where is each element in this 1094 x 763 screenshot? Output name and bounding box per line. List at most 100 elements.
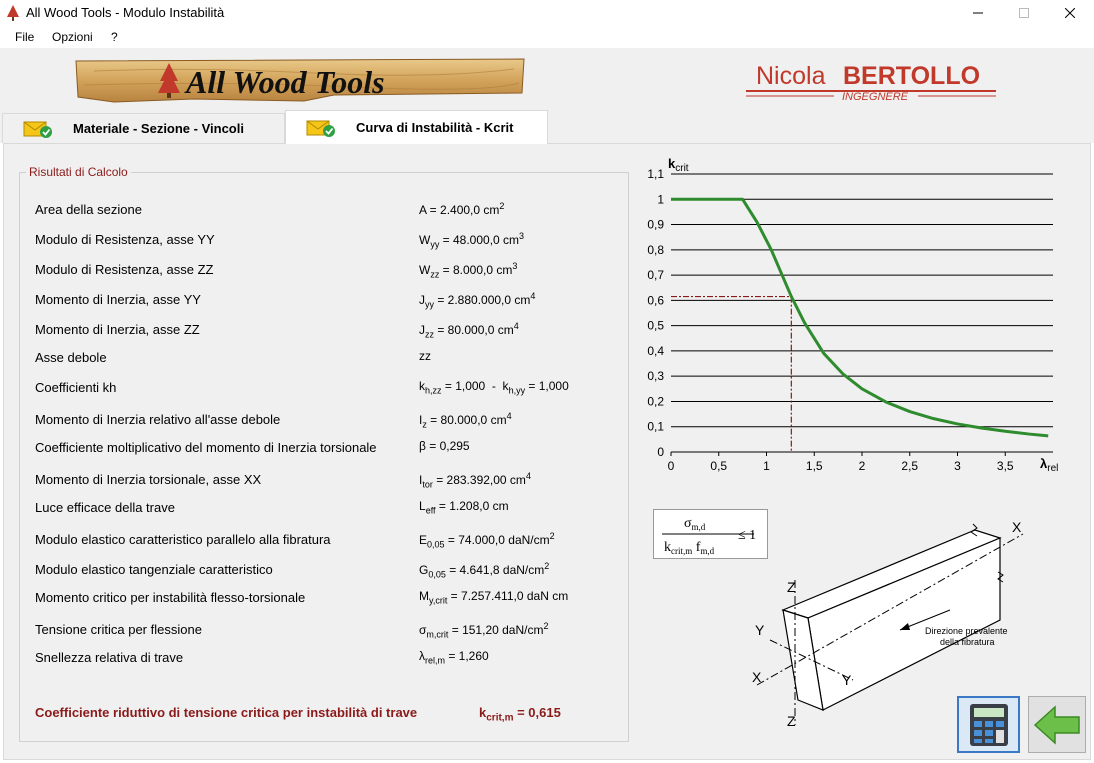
close-button[interactable] [1047,0,1093,26]
y-tick-label: 0,6 [647,293,664,307]
kcrit-curve [671,197,1049,438]
x-axis-label: λrel [1040,456,1058,474]
tab-materiale-label: Materiale - Sezione - Vincoli [73,121,244,136]
kcrit-chart: 0 0,1 0,2 0,3 0,4 0,5 0,6 0,7 0,8 0,9 1 1,1 0 0,5 1 1,5… [647,156,1058,474]
x-tick-label: 3 [954,459,961,473]
result-label: Momento critico per instabilità flesso-t… [35,590,306,605]
title-bar: All Wood Tools - Modulo Instabilità [0,0,1094,26]
beam-axes-diagram: X X Y Y Z Z Direzione prevalente della f… [752,519,1024,729]
result-value: Itor = 283.392,00 cm4 [419,471,531,490]
svg-text:Direzione prevalente: Direzione prevalente [925,626,1008,636]
svg-text:Y: Y [755,622,765,638]
result-value: Wyy = 48.000,0 cm3 [419,231,525,250]
result-label: Asse debole [35,350,107,365]
final-label: Coefficiente riduttivo di tensione criti… [35,705,418,720]
result-label: Momento di Inerzia, asse ZZ [35,322,200,337]
minimize-icon [973,12,983,14]
result-value: zz [419,349,431,363]
y-tick-label: 0,9 [647,218,664,232]
tab-materiale[interactable]: Materiale - Sezione - Vincoli [2,113,285,143]
y-tick-label: 0,1 [647,420,664,434]
svg-text:X: X [752,669,762,685]
result-value: Jyy = 2.880.000,0 cm4 [419,291,536,310]
svg-text:Y: Y [842,672,852,688]
result-label: Momento di Inerzia relativo all'asse deb… [35,412,281,427]
svg-text:Nicola: Nicola [756,62,826,90]
tab-curva-label: Curva di Instabilità - Kcrit [356,120,514,135]
y-tick-label: 0,2 [647,394,664,408]
menu-opzioni[interactable]: Opzioni [52,30,93,44]
svg-text:X: X [1012,519,1022,535]
result-value: Leff = 1.208,0 cm [419,499,509,516]
result-value: A = 2.400,0 cm2 [419,201,505,217]
menu-help[interactable]: ? [111,30,118,44]
svg-text:≤ 1: ≤ 1 [738,528,756,543]
x-tick-label: 1,5 [806,459,823,473]
y-tick-label: 0 [657,445,664,459]
tab-curva-instabilita[interactable]: Curva di Instabilità - Kcrit [285,110,548,144]
result-value: Iz = 80.000,0 cm4 [419,411,512,430]
envelope-check-icon [306,120,335,137]
back-arrow-icon [1033,704,1080,745]
results-group [19,172,629,742]
minimize-button[interactable] [955,0,1001,26]
final-value: kcrit,m = 0,615 [479,705,561,724]
svg-text:INGEGNERE: INGEGNERE [842,91,909,103]
svg-text:Z: Z [787,713,796,729]
result-value: Wzz = 8.000,0 cm3 [419,261,518,280]
svg-text:σm,d: σm,d [684,516,706,532]
results-legend: Risultati di Calcolo [26,165,131,179]
result-label: Coefficiente moltiplicativo del momento … [35,440,377,455]
result-label: Modulo elastico tangenziale caratteristi… [35,562,273,577]
result-value: My,crit = 7.257.411,0 daN cm [419,589,569,606]
svg-text:kcrit,m fm,d: kcrit,m fm,d [664,540,715,556]
calculator-icon [969,703,1008,746]
svg-text:della fibratura: della fibratura [940,637,995,647]
svg-text:Z: Z [787,579,796,595]
y-tick-label: 1,1 [647,167,664,181]
calculate-button[interactable] [957,696,1020,753]
y-axis-label: kcrit [668,156,689,174]
result-label: Area della sezione [35,202,142,217]
menu-file[interactable]: File [15,30,35,44]
maximize-icon [1019,8,1029,18]
y-tick-label: 0,3 [647,369,664,383]
result-value: β = 0,295 [419,439,470,453]
result-label: Momento di Inerzia, asse YY [35,292,201,307]
result-label: Momento di Inerzia torsionale, asse XX [35,472,262,487]
back-button[interactable] [1028,696,1086,753]
all-wood-tools-logo: All Wood Tools [75,58,525,103]
x-tick-label: 3,5 [997,459,1014,473]
result-value: kh,zz = 1,000 - kh,yy = 1,000 [419,379,569,396]
x-tick-label: 1 [763,459,770,473]
result-value: σm,crit = 151,20 daN/cm2 [419,621,549,640]
result-label: Modulo di Resistenza, asse ZZ [35,262,214,277]
x-tick-label: 0 [668,459,675,473]
result-value: Jzz = 80.000,0 cm4 [419,321,519,340]
y-tick-label: 0,8 [647,243,664,257]
result-label: Modulo di Resistenza, asse YY [35,232,215,247]
x-tick-label: 0,5 [710,459,727,473]
verification-formula: σm,d kcrit,m fm,d ≤ 1 [653,509,768,559]
result-label: Modulo elastico caratteristico parallelo… [35,532,331,547]
x-tick-label: 2,5 [901,459,918,473]
logo-text: All Wood Tools [184,64,385,100]
app-tree-icon [7,5,19,21]
window-title: All Wood Tools - Modulo Instabilità [26,5,225,20]
maximize-button[interactable] [1001,0,1047,26]
y-tick-label: 0,4 [647,344,664,358]
result-label: Coefficienti kh [35,380,117,395]
x-tick-label: 2 [859,459,866,473]
result-value: λrel,m = 1,260 [419,649,489,666]
envelope-check-icon [23,121,52,138]
y-tick-label: 0,5 [647,319,664,333]
svg-text:BERTOLLO: BERTOLLO [843,62,980,90]
nicola-bertollo-logo: Nicola BERTOLLO INGEGNERE [746,62,996,103]
result-label: Snellezza relativa di trave [35,650,184,665]
result-label: Tensione critica per flessione [35,622,202,637]
result-value: E0,05 = 74.000,0 daN/cm2 [419,531,555,550]
y-tick-label: 1 [657,192,664,206]
menu-bar: File Opzioni ? [0,26,1094,48]
close-icon [1065,8,1075,18]
